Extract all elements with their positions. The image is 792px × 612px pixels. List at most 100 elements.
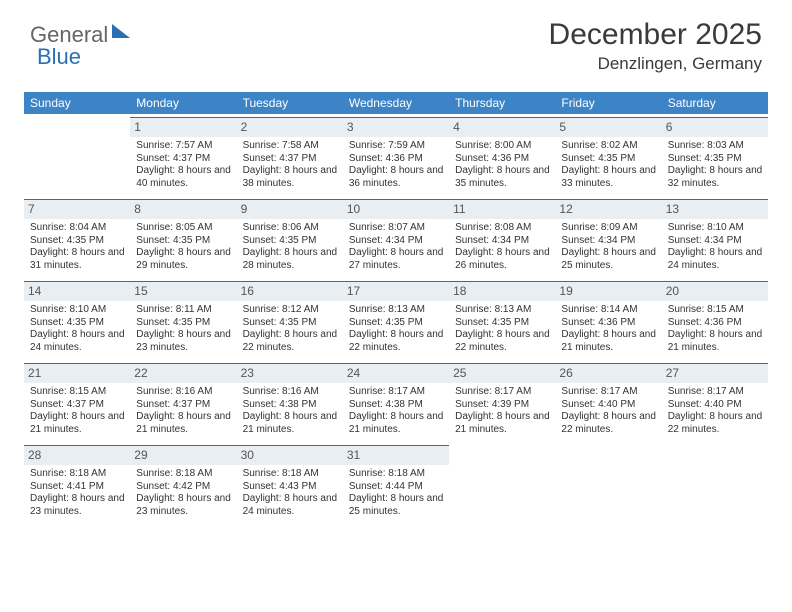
daylight-text: Daylight: 8 hours and 22 minutes. [559,411,657,436]
calendar-cell [24,114,130,196]
sunrise-text: Sunrise: 8:10 AM [28,304,126,317]
day-number: 10 [343,199,449,219]
sunset-text: Sunset: 4:35 PM [28,235,126,248]
daylight-text: Daylight: 8 hours and 21 minutes. [134,411,232,436]
daylight-text: Daylight: 8 hours and 21 minutes. [453,411,551,436]
daylight-text: Daylight: 8 hours and 21 minutes. [241,411,339,436]
sunset-text: Sunset: 4:37 PM [28,399,126,412]
calendar-cell: 29Sunrise: 8:18 AMSunset: 4:42 PMDayligh… [130,442,236,524]
sunrise-text: Sunrise: 8:05 AM [134,222,232,235]
calendar-week: 7Sunrise: 8:04 AMSunset: 4:35 PMDaylight… [24,196,768,278]
day-header: Wednesday [343,92,449,114]
logo: General Blue [30,22,130,48]
sunrise-text: Sunrise: 8:03 AM [666,140,764,153]
calendar-cell: 18Sunrise: 8:13 AMSunset: 4:35 PMDayligh… [449,278,555,360]
sunset-text: Sunset: 4:34 PM [559,235,657,248]
sunrise-text: Sunrise: 8:15 AM [28,386,126,399]
day-number: 1 [130,117,236,137]
calendar-cell: 20Sunrise: 8:15 AMSunset: 4:36 PMDayligh… [662,278,768,360]
calendar-cell: 15Sunrise: 8:11 AMSunset: 4:35 PMDayligh… [130,278,236,360]
sunset-text: Sunset: 4:35 PM [134,317,232,330]
calendar-cell: 25Sunrise: 8:17 AMSunset: 4:39 PMDayligh… [449,360,555,442]
sunset-text: Sunset: 4:41 PM [28,481,126,494]
sunset-text: Sunset: 4:35 PM [666,153,764,166]
daylight-text: Daylight: 8 hours and 21 minutes. [28,411,126,436]
daylight-text: Daylight: 8 hours and 22 minutes. [241,329,339,354]
sunset-text: Sunset: 4:43 PM [241,481,339,494]
sunset-text: Sunset: 4:40 PM [559,399,657,412]
sunrise-text: Sunrise: 7:57 AM [134,140,232,153]
calendar-cell: 23Sunrise: 8:16 AMSunset: 4:38 PMDayligh… [237,360,343,442]
header-right: December 2025 Denzlingen, Germany [549,18,762,74]
calendar-cell: 3Sunrise: 7:59 AMSunset: 4:36 PMDaylight… [343,114,449,196]
calendar-cell: 8Sunrise: 8:05 AMSunset: 4:35 PMDaylight… [130,196,236,278]
day-number: 16 [237,281,343,301]
sunrise-text: Sunrise: 8:14 AM [559,304,657,317]
calendar-cell: 21 Sunrise: 8:15 AMSunset: 4:37 PMDayligh… [24,360,130,442]
calendar-cell: 13 Sunrise: 8:10 AMSunset: 4:34 PMDayligh… [662,196,768,278]
calendar-cell: 27Sunrise: 8:17 AMSunset: 4:40 PMDayligh… [662,360,768,442]
day-header: Sunday [24,92,130,114]
sunrise-text: Sunrise: 8:13 AM [453,304,551,317]
sunset-text: Sunset: 4:38 PM [347,399,445,412]
calendar-week: 28 Sunrise: 8:18 AM Sunset: 4:41 PMDayligh… [24,442,768,524]
calendar-cell [449,442,555,524]
sunset-text: Sunset: 4:35 PM [28,317,126,330]
day-number: 20 [662,281,768,301]
day-number: 2 [237,117,343,137]
sunrise-text: Sunrise: 8:08 AM [453,222,551,235]
daylight-text: Daylight: 8 hours and 22 minutes. [453,329,551,354]
day-number: 21 [24,363,130,383]
sunset-text: Sunset: 4:34 PM [347,235,445,248]
daylight-text: Daylight: 8 hours and 28 minutes. [241,247,339,272]
day-number: 8 [130,199,236,219]
sunrise-text: Sunrise: 8:18 AM [134,468,232,481]
calendar-cell: 31Sunrise: 8:18 AMSunset: 4:44 PMDayligh… [343,442,449,524]
sunset-text: Sunset: 4:44 PM [347,481,445,494]
day-number: 23 [237,363,343,383]
daylight-text: Daylight: 8 hours and 40 minutes. [134,165,232,190]
day-number: 7 [24,199,130,219]
daylight-text: Daylight: 8 hours and 24 minutes. [666,247,764,272]
day-number: 14 [24,281,130,301]
day-number: 5 [555,117,661,137]
sunrise-text: Sunrise: 8:02 AM [559,140,657,153]
day-number: 3 [343,117,449,137]
calendar-cell: 6Sunrise: 8:03 AMSunset: 4:35 PMDaylight… [662,114,768,196]
sunrise-text: Sunrise: 8:18 AM [347,468,445,481]
sunset-text: Sunset: 4:35 PM [241,317,339,330]
sunset-text: Sunset: 4:35 PM [347,317,445,330]
day-number: 13 [662,199,768,219]
sunrise-text: Sunrise: 7:59 AM [347,140,445,153]
daylight-text: Daylight: 8 hours and 36 minutes. [347,165,445,190]
sunrise-text: Sunrise: 8:06 AM [241,222,339,235]
sunrise-text: Sunrise: 8:15 AM [666,304,764,317]
daylight-text: Daylight: 8 hours and 21 minutes. [347,411,445,436]
sunrise-text: Sunrise: 8:10 AM [666,222,764,235]
daylight-text: Daylight: 8 hours and 23 minutes. [28,493,126,518]
logo-sail-icon [112,24,130,38]
sunset-text: Sunset: 4:36 PM [453,153,551,166]
sunset-text: Sunset: 4:36 PM [559,317,657,330]
sunrise-text: Sunrise: 8:17 AM [666,386,764,399]
sunrise-text: Sunrise: 8:12 AM [241,304,339,317]
day-number [555,445,661,465]
day-number: 11 [449,199,555,219]
sunset-text: Sunset: 4:34 PM [666,235,764,248]
sunrise-text: Sunrise: 8:16 AM [241,386,339,399]
day-number: 28 [24,445,130,465]
sunrise-text: Sunrise: 8:00 AM [453,140,551,153]
sunrise-text: Sunrise: 8:07 AM [347,222,445,235]
calendar-cell: 16 Sunrise: 8:12 AMSunset: 4:35 PMDayligh… [237,278,343,360]
calendar-cell: 9Sunrise: 8:06 AMSunset: 4:35 PMDaylight… [237,196,343,278]
daylight-text: Daylight: 8 hours and 24 minutes. [28,329,126,354]
day-number [662,445,768,465]
sunset-text: Sunset: 4:42 PM [134,481,232,494]
daylight-text: Daylight: 8 hours and 23 minutes. [134,329,232,354]
day-header: Thursday [449,92,555,114]
day-number [24,117,130,137]
day-number [449,445,555,465]
calendar-cell: 4Sunrise: 8:00 AMSunset: 4:36 PMDaylight… [449,114,555,196]
day-number: 17 [343,281,449,301]
calendar-cell [662,442,768,524]
